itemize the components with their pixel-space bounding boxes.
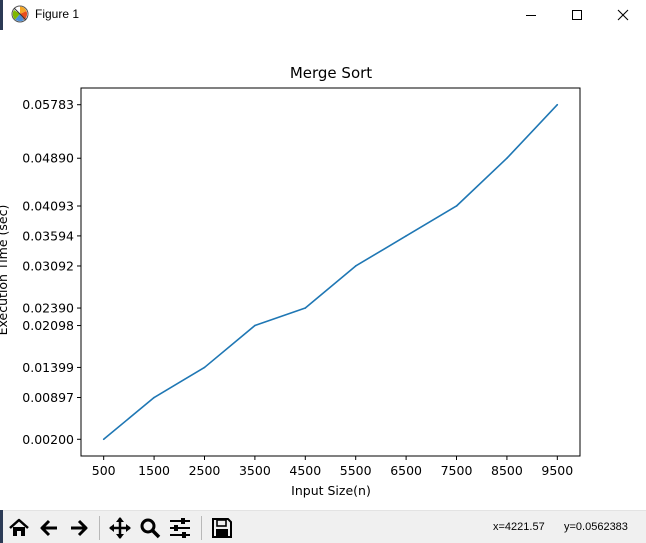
maximize-button[interactable]	[554, 0, 600, 30]
x-axis-label: Input Size(n)	[291, 483, 371, 498]
y-tick-label: 0.00200	[22, 432, 74, 447]
cursor-y-readout: y=0.0562383	[564, 521, 628, 533]
y-tick-label: 0.01399	[22, 360, 74, 375]
data-point	[153, 396, 155, 399]
x-tick-label: 8500	[491, 463, 523, 478]
magnifier-icon	[140, 518, 161, 539]
plot-area: 500 1500 2500 3500 4500 5500 6500 7500 8500 9500 0…	[22, 87, 581, 478]
minimize-icon	[526, 15, 536, 16]
x-tick-label: 500	[92, 463, 116, 478]
title-bar[interactable]: Figure 1	[3, 0, 646, 30]
x-tick-label: 2500	[189, 463, 221, 478]
toolbar-separator	[99, 516, 100, 540]
close-button[interactable]	[600, 0, 646, 30]
y-tick-label: 0.02390	[22, 301, 74, 316]
x-tick-label: 7500	[441, 463, 473, 478]
x-tick-label: 4500	[289, 463, 321, 478]
figure-canvas[interactable]: Merge Sort Input Size(n) Execution Time …	[0, 30, 646, 510]
y-tick-label: 0.05783	[22, 97, 74, 112]
zoom-button[interactable]	[136, 514, 164, 542]
data-point	[203, 366, 206, 369]
chart-title: Merge Sort	[290, 64, 372, 82]
floppy-disk-icon	[212, 518, 232, 538]
data-point	[254, 324, 256, 327]
data-point	[102, 438, 105, 441]
sliders-icon	[170, 518, 190, 538]
y-tick-label: 0.03594	[22, 228, 74, 243]
figure-background	[0, 30, 646, 510]
data-point	[506, 157, 508, 160]
x-tick-label: 6500	[390, 463, 422, 478]
x-tick-label: 1500	[138, 463, 170, 478]
axes-frame	[80, 87, 581, 457]
minimize-button[interactable]	[508, 0, 554, 30]
arrow-left-icon	[40, 519, 57, 537]
matplotlib-app-icon	[11, 5, 29, 23]
y-axis-label: Execution Time (sec)	[0, 205, 10, 336]
y-tick-label: 0.04890	[22, 151, 74, 166]
home-button[interactable]	[5, 514, 33, 542]
maximize-icon	[572, 10, 582, 20]
y-tick-label: 0.00897	[22, 390, 74, 405]
data-point	[354, 265, 357, 267]
toolbar-separator	[201, 516, 202, 540]
series-line	[103, 104, 558, 440]
configure-subplots-button[interactable]	[166, 514, 194, 542]
arrow-right-icon	[71, 519, 88, 537]
data-point	[455, 205, 458, 207]
y-tick-label: 0.04093	[22, 198, 74, 213]
x-tick-label: 9500	[541, 463, 573, 478]
pan-button[interactable]	[106, 514, 134, 542]
window-title: Figure 1	[35, 7, 80, 21]
home-icon	[9, 518, 29, 536]
y-tick-label: 0.02098	[22, 318, 74, 333]
y-tick-label: 0.03092	[22, 258, 74, 273]
x-tick-label: 5500	[340, 463, 372, 478]
move-arrows-icon	[109, 517, 131, 539]
data-point	[405, 235, 407, 237]
close-icon	[617, 9, 629, 21]
cursor-x-readout: x=4221.57	[493, 521, 545, 533]
x-tick-label: 3500	[239, 463, 271, 478]
back-button[interactable]	[35, 514, 63, 542]
forward-button[interactable]	[65, 514, 93, 542]
data-point	[304, 307, 307, 309]
save-button[interactable]	[208, 514, 236, 542]
data-point	[556, 103, 559, 106]
navigation-toolbar: x=4221.57 y=0.0562383	[3, 510, 646, 543]
